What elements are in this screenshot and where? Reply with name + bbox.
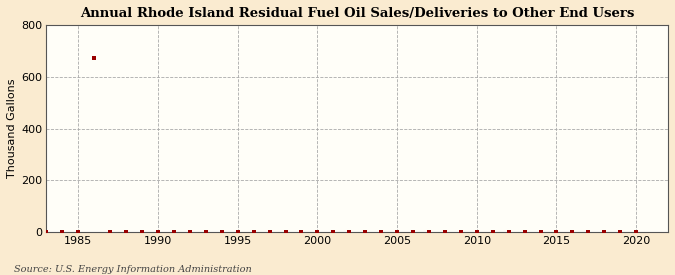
- Point: [264, 230, 275, 234]
- Point: [471, 230, 482, 234]
- Point: [567, 230, 578, 234]
- Point: [312, 230, 323, 234]
- Y-axis label: Thousand Gallons: Thousand Gallons: [7, 79, 17, 178]
- Point: [630, 230, 641, 234]
- Point: [519, 230, 530, 234]
- Text: Source: U.S. Energy Information Administration: Source: U.S. Energy Information Administ…: [14, 265, 251, 274]
- Point: [41, 230, 52, 234]
- Point: [344, 230, 354, 234]
- Point: [599, 230, 610, 234]
- Point: [615, 230, 626, 234]
- Point: [121, 230, 132, 234]
- Point: [73, 230, 84, 234]
- Point: [504, 230, 514, 234]
- Point: [423, 230, 434, 234]
- Point: [535, 230, 546, 234]
- Point: [551, 230, 562, 234]
- Point: [408, 230, 418, 234]
- Point: [105, 230, 115, 234]
- Point: [184, 230, 195, 234]
- Point: [89, 56, 100, 60]
- Point: [200, 230, 211, 234]
- Point: [439, 230, 450, 234]
- Point: [248, 230, 259, 234]
- Point: [376, 230, 387, 234]
- Point: [583, 230, 594, 234]
- Point: [57, 230, 68, 234]
- Point: [153, 230, 163, 234]
- Point: [456, 230, 466, 234]
- Point: [360, 230, 371, 234]
- Point: [392, 230, 402, 234]
- Point: [487, 230, 498, 234]
- Point: [232, 230, 243, 234]
- Point: [296, 230, 307, 234]
- Title: Annual Rhode Island Residual Fuel Oil Sales/Deliveries to Other End Users: Annual Rhode Island Residual Fuel Oil Sa…: [80, 7, 634, 20]
- Point: [136, 230, 147, 234]
- Point: [169, 230, 180, 234]
- Point: [328, 230, 339, 234]
- Point: [280, 230, 291, 234]
- Point: [217, 230, 227, 234]
